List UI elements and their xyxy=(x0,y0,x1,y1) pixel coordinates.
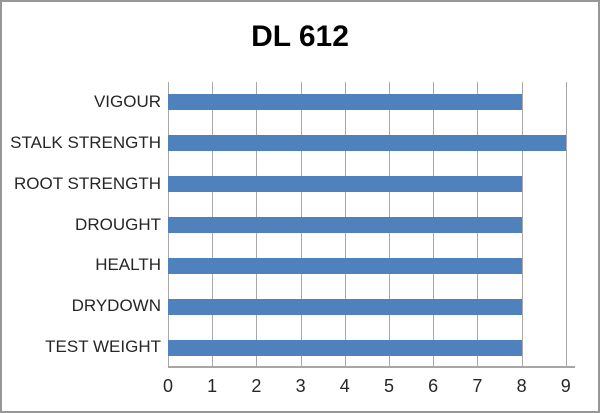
bar xyxy=(168,135,566,152)
gridline xyxy=(521,82,523,366)
x-axis-tick-label: 9 xyxy=(560,376,571,396)
category-axis: VIGOUR STALK STRENGTH ROOT STRENGTH DROUGHT… xyxy=(2,82,161,368)
category-label: TEST WEIGHT xyxy=(45,337,161,357)
x-axis-tick-label: 3 xyxy=(295,376,306,396)
gridline xyxy=(565,82,567,366)
category-label: ROOT STRENGTH xyxy=(13,173,161,193)
category-label: STALK STRENGTH xyxy=(10,132,161,152)
x-axis-tick-label: 4 xyxy=(339,376,350,396)
x-axis-tick-label: 2 xyxy=(251,376,262,396)
chart-title: DL 612 xyxy=(251,20,349,53)
x-axis-tick-label: 6 xyxy=(428,376,439,396)
category-label: DROUGHT xyxy=(75,214,161,234)
plot-area xyxy=(168,82,575,368)
category-label: HEALTH xyxy=(95,255,161,275)
x-axis-tick-label: 0 xyxy=(162,376,174,396)
bar xyxy=(168,94,522,111)
category-label: DRYDOWN xyxy=(71,296,161,316)
x-axis-tick-label: 1 xyxy=(207,376,218,396)
x-axis-tick-label: 8 xyxy=(516,376,527,396)
bar xyxy=(168,339,522,356)
bar xyxy=(168,217,522,233)
category-label: VIGOUR xyxy=(93,92,161,111)
x-axis-tick-label: 7 xyxy=(472,376,483,396)
bar xyxy=(168,257,522,274)
x-axis-tick-label: 5 xyxy=(383,376,395,396)
bar xyxy=(168,298,522,315)
bar xyxy=(168,176,522,193)
